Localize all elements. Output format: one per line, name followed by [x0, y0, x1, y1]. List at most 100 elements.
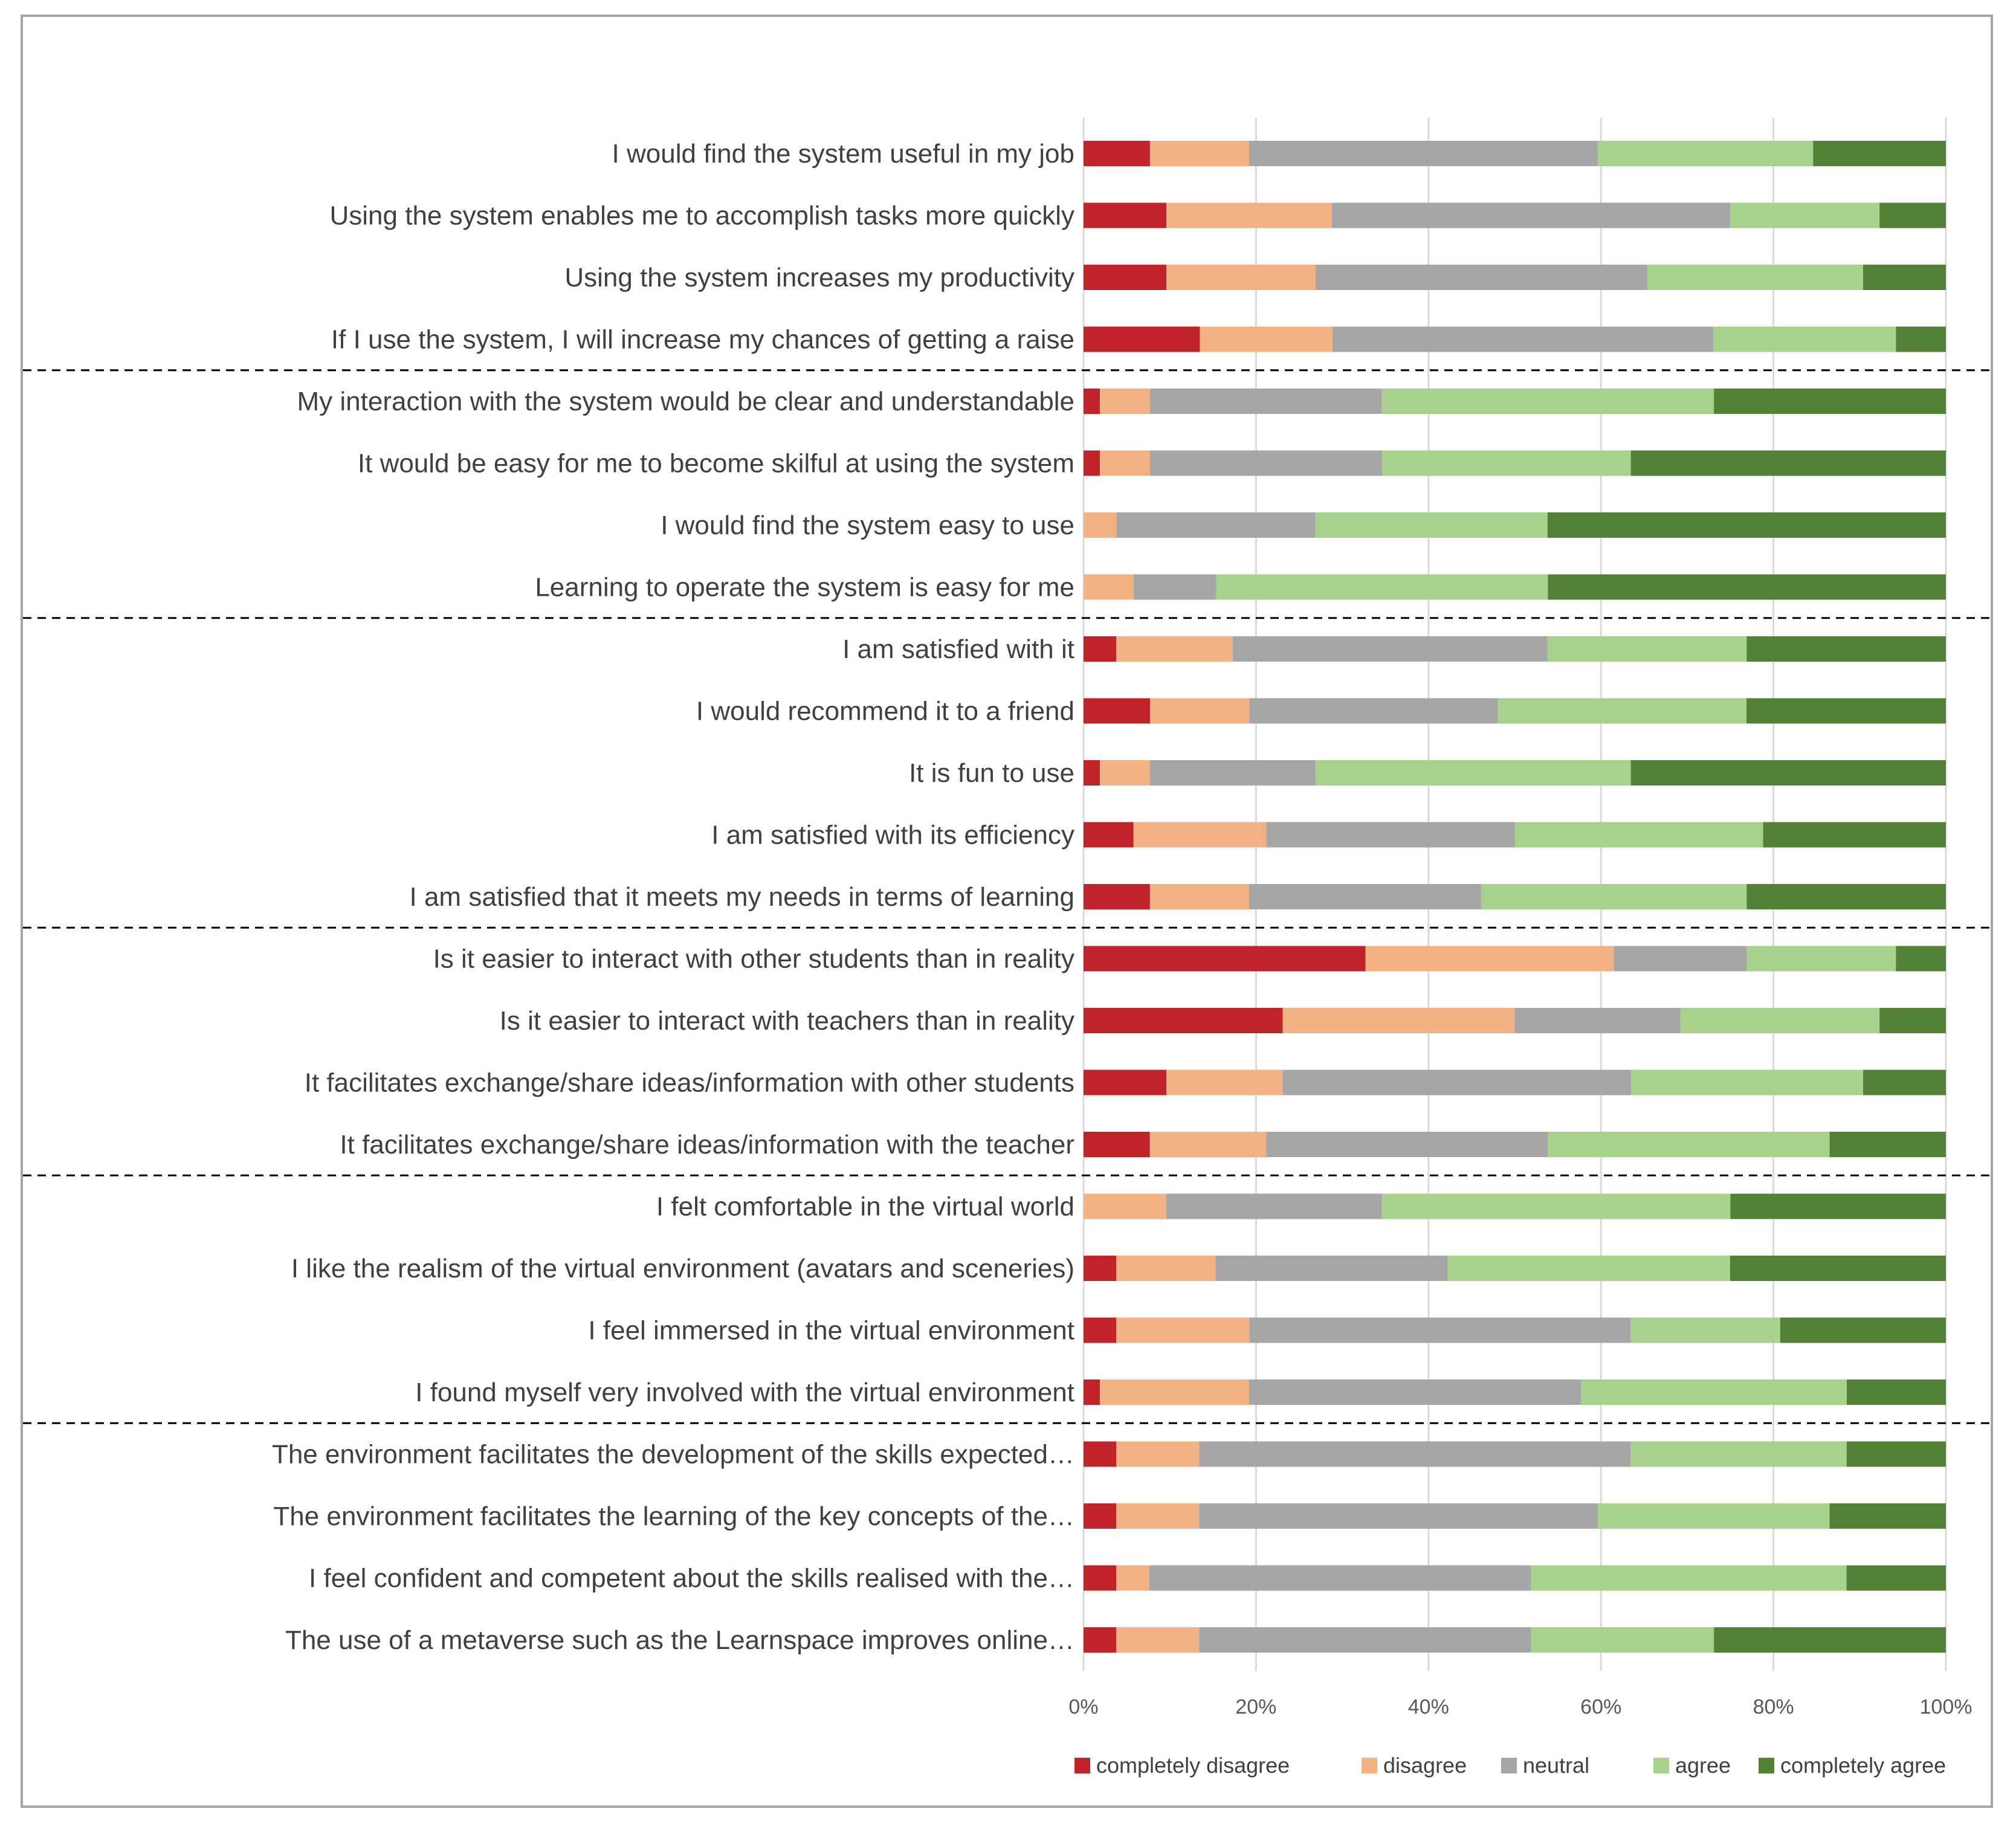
category-labels: I would find the system useful in my job…: [272, 139, 1074, 1655]
bar-segment-completely-agree-row-3: [1896, 326, 1946, 352]
bar-segment-completely-disagree-row-21: [1084, 1441, 1117, 1467]
category-label: It is fun to use: [909, 758, 1074, 788]
legend-swatch-completely-disagree: [1074, 1758, 1090, 1773]
bar-segment-disagree-row-10: [1100, 760, 1150, 786]
category-label: Is it easier to interact with other stud…: [433, 944, 1074, 974]
bar-segment-completely-agree-row-17: [1730, 1193, 1946, 1219]
bar-segment-completely-disagree-row-24: [1084, 1627, 1117, 1653]
bar-segment-completely-agree-row-15: [1863, 1070, 1946, 1095]
bar-segment-agree-row-17: [1381, 1193, 1731, 1219]
x-tick-label: 20%: [1235, 1696, 1276, 1718]
bar-segment-disagree-row-18: [1116, 1256, 1216, 1281]
bar-segment-completely-agree-row-20: [1846, 1379, 1946, 1405]
x-tick-label: 60%: [1580, 1696, 1621, 1718]
category-label: I like the realism of the virtual enviro…: [291, 1254, 1074, 1283]
bar-segment-completely-agree-row-19: [1780, 1317, 1946, 1343]
category-label: I would find the system useful in my job: [612, 139, 1074, 169]
bar-segment-neutral-row-5: [1149, 450, 1383, 476]
bar-segment-agree-row-4: [1381, 389, 1714, 414]
legend-label-neutral: neutral: [1523, 1753, 1589, 1778]
bar-segment-neutral-row-14: [1514, 1008, 1681, 1033]
bar-segment-disagree-row-3: [1200, 326, 1333, 352]
bar-segment-agree-row-11: [1514, 822, 1763, 848]
legend-label-completely-disagree: completely disagree: [1096, 1753, 1290, 1778]
bar-segment-completely-disagree-row-3: [1084, 326, 1200, 352]
x-tick-label: 80%: [1753, 1696, 1794, 1718]
bar-segment-neutral-row-16: [1266, 1132, 1548, 1157]
bar-segment-disagree-row-22: [1116, 1503, 1200, 1529]
bar-segment-disagree-row-15: [1166, 1070, 1283, 1095]
legend-swatch-neutral: [1501, 1758, 1517, 1773]
category-label: I felt comfortable in the virtual world: [656, 1192, 1074, 1222]
bar-segment-disagree-row-8: [1116, 636, 1233, 662]
bar-segment-disagree-row-7: [1084, 574, 1134, 600]
bar-segment-completely-disagree-row-4: [1084, 389, 1100, 414]
category-label: I found myself very involved with the vi…: [415, 1378, 1074, 1407]
legend-label-completely-agree: completely agree: [1780, 1753, 1946, 1778]
bar-segment-completely-agree-row-16: [1829, 1132, 1946, 1157]
bar-segment-completely-agree-row-21: [1846, 1441, 1946, 1467]
bar-segment-completely-agree-row-2: [1863, 265, 1946, 290]
x-tick-label: 100%: [1920, 1696, 1972, 1718]
bar-segment-completely-disagree-row-16: [1084, 1132, 1150, 1157]
bar-segment-neutral-row-7: [1133, 574, 1216, 600]
bar-segment-disagree-row-20: [1100, 1379, 1249, 1405]
bar-segment-agree-row-13: [1746, 946, 1896, 972]
bar-segment-disagree-row-23: [1116, 1565, 1149, 1591]
bar-segment-disagree-row-14: [1282, 1008, 1515, 1033]
bar-segment-disagree-row-1: [1166, 202, 1332, 228]
bar-segment-agree-row-20: [1581, 1379, 1847, 1405]
bar-segment-neutral-row-24: [1199, 1627, 1531, 1653]
bar-segment-completely-disagree-row-14: [1084, 1008, 1283, 1033]
bar-segment-agree-row-18: [1447, 1256, 1730, 1281]
bar-segment-agree-row-3: [1713, 326, 1896, 352]
category-label: I am satisfied that it meets my needs in…: [410, 882, 1074, 912]
bar-segment-completely-disagree-row-12: [1084, 884, 1150, 909]
bar-segment-neutral-row-18: [1215, 1256, 1448, 1281]
bar-segment-disagree-row-12: [1149, 884, 1249, 909]
category-label: I would find the system easy to use: [661, 511, 1074, 540]
bar-segment-neutral-row-2: [1315, 265, 1648, 290]
bar-segment-disagree-row-0: [1149, 141, 1249, 166]
bar-segment-neutral-row-21: [1199, 1441, 1631, 1467]
bar-segment-completely-disagree-row-18: [1084, 1256, 1117, 1281]
bars: [1084, 141, 1946, 1653]
x-tick-label: 0%: [1068, 1696, 1098, 1718]
bar-segment-agree-row-14: [1680, 1008, 1880, 1033]
bar-segment-disagree-row-9: [1149, 698, 1250, 724]
bar-segment-completely-disagree-row-11: [1084, 822, 1134, 848]
bar-segment-neutral-row-13: [1614, 946, 1747, 972]
bar-segment-completely-agree-row-5: [1630, 450, 1946, 476]
bar-segment-agree-row-19: [1630, 1317, 1780, 1343]
bar-segment-disagree-row-16: [1149, 1132, 1267, 1157]
legend-label-agree: agree: [1675, 1753, 1731, 1778]
bar-segment-neutral-row-23: [1149, 1565, 1531, 1591]
bar-segment-completely-agree-row-6: [1547, 512, 1946, 538]
bar-segment-completely-agree-row-10: [1630, 760, 1946, 786]
bar-segment-disagree-row-5: [1100, 450, 1150, 476]
category-label: Using the system enables me to accomplis…: [330, 201, 1075, 231]
bar-segment-agree-row-1: [1730, 202, 1880, 228]
bar-segment-disagree-row-2: [1166, 265, 1316, 290]
category-label: My interaction with the system would be …: [297, 387, 1074, 416]
bar-segment-completely-disagree-row-2: [1084, 265, 1166, 290]
bar-segment-completely-agree-row-12: [1746, 884, 1946, 909]
bar-segment-agree-row-16: [1548, 1132, 1830, 1157]
bar-segment-completely-disagree-row-10: [1084, 760, 1100, 786]
category-label: The environment facilitates the learning…: [273, 1502, 1074, 1531]
bar-segment-completely-disagree-row-0: [1084, 141, 1150, 166]
bar-segment-agree-row-24: [1531, 1627, 1714, 1653]
bar-segment-neutral-row-17: [1166, 1193, 1382, 1219]
category-label: I am satisfied with its efficiency: [711, 821, 1074, 850]
bar-segment-neutral-row-12: [1249, 884, 1481, 909]
bar-segment-agree-row-15: [1631, 1070, 1864, 1095]
bar-segment-disagree-row-6: [1084, 512, 1117, 538]
bar-segment-agree-row-2: [1647, 265, 1864, 290]
bar-segment-agree-row-0: [1597, 141, 1814, 166]
bar-segment-completely-agree-row-23: [1846, 1565, 1946, 1591]
bar-segment-neutral-row-0: [1249, 141, 1598, 166]
bar-segment-neutral-row-1: [1331, 202, 1731, 228]
group-separators: [23, 369, 1991, 1424]
bar-segment-disagree-row-19: [1116, 1317, 1250, 1343]
bar-segment-completely-agree-row-22: [1829, 1503, 1946, 1529]
